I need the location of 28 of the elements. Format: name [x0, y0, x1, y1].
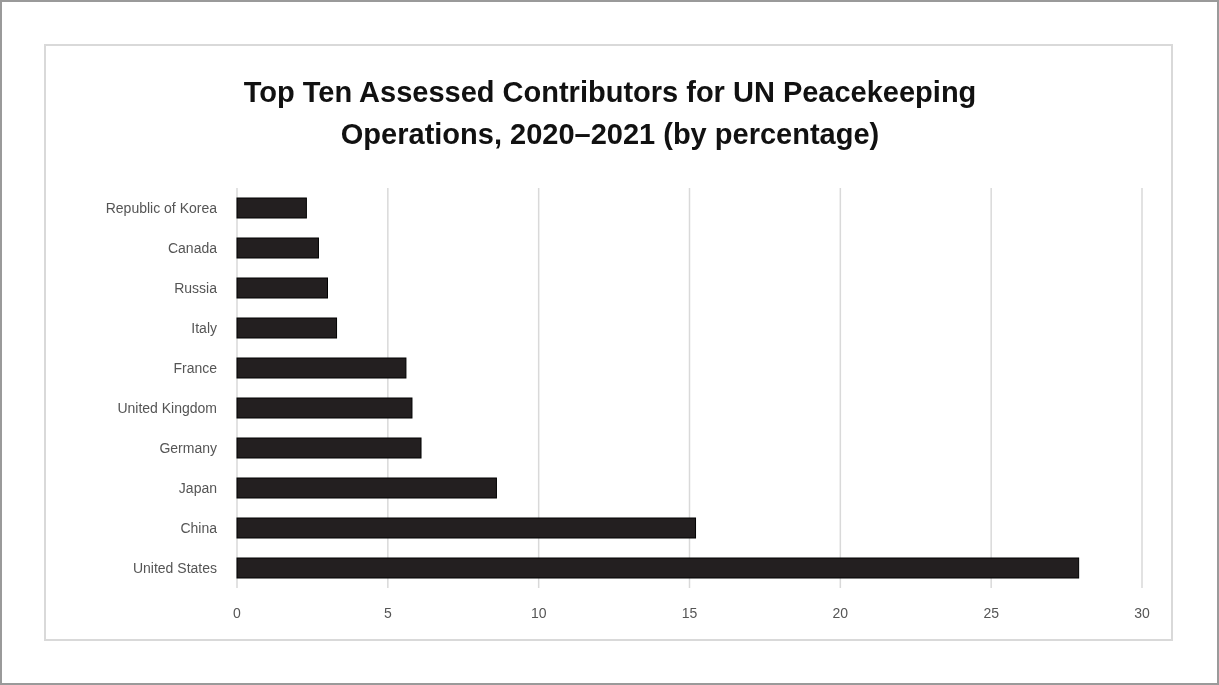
bar: [236, 437, 422, 459]
x-tick-label: 0: [233, 605, 242, 621]
x-tick-label: 10: [530, 605, 547, 621]
bar: [236, 557, 1080, 579]
bar: [236, 317, 338, 339]
y-tick-label: China: [180, 519, 218, 536]
bar: [236, 197, 307, 219]
y-tick-label: Canada: [167, 239, 218, 256]
x-tick-label: 15: [681, 605, 698, 621]
y-tick-label: Italy: [191, 319, 217, 336]
bar: [236, 357, 407, 379]
y-tick-label: Russia: [174, 279, 218, 296]
bar: [236, 237, 319, 259]
bar: [236, 477, 497, 499]
y-tick-label: Japan: [178, 479, 217, 496]
x-tick-label: 30: [1134, 605, 1150, 621]
y-tick-label: United States: [132, 559, 217, 576]
y-tick-label: United Kingdom: [117, 399, 217, 416]
x-tick-label: 5: [383, 605, 392, 621]
chart-title: Top Ten Assessed Contributors for UN Peacekeeping Operations, 2020–2021 (by percentage): [243, 76, 977, 150]
y-tick-label: Republic of Korea: [105, 199, 218, 216]
x-tick-label: 20: [832, 605, 849, 621]
bar: [236, 277, 328, 299]
bar: [236, 397, 413, 419]
y-tick-label: Germany: [159, 439, 217, 456]
bar: [236, 517, 697, 539]
y-tick-label: France: [173, 359, 218, 376]
x-tick-label: 25: [983, 605, 1000, 621]
